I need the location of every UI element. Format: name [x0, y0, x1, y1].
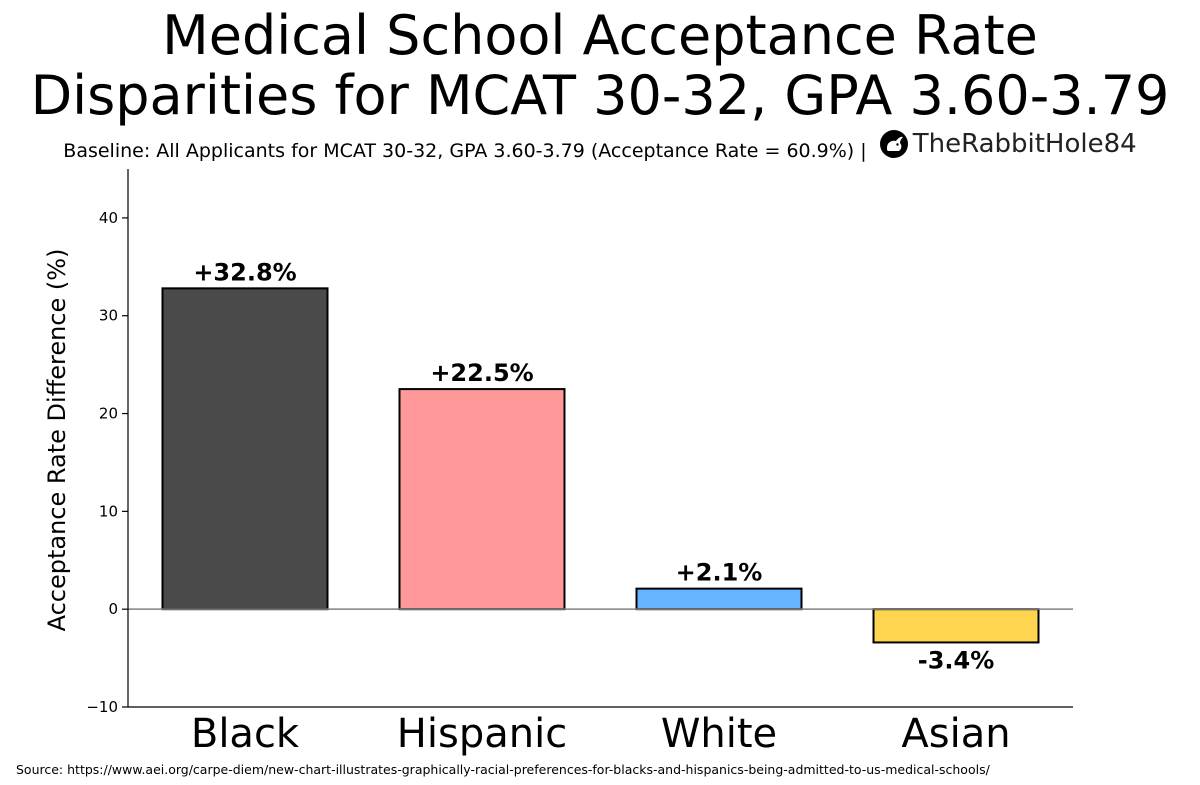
y-tick-label: 20	[99, 405, 118, 423]
bar-white	[635, 587, 803, 611]
x-tick-label: Hispanic	[397, 711, 567, 757]
brand-name: TheRabbitHole84	[912, 129, 1137, 159]
chart-title-line-2: Disparities for MCAT 30-32, GPA 3.60-3.7…	[30, 64, 1170, 127]
y-tick-label: 0	[108, 600, 118, 618]
baseline-text: Baseline: All Applicants for MCAT 30-32,…	[63, 140, 867, 162]
data-label: -3.4%	[918, 646, 995, 674]
bar-black	[161, 287, 329, 611]
data-label: +22.5%	[430, 359, 533, 387]
brand: TheRabbitHole84	[873, 129, 1137, 159]
y-axis-label: Acceptance Rate Difference (%)	[43, 249, 71, 632]
y-tick-label: 10	[99, 502, 118, 520]
x-tick-label: Asian	[901, 711, 1010, 757]
source-citation: Source: https://www.aei.org/carpe-diem/n…	[16, 762, 990, 777]
y-tick-label: 30	[99, 307, 118, 325]
y-tick-label: 40	[99, 209, 118, 227]
rabbit-logo-icon	[879, 130, 908, 158]
data-label: +2.1%	[676, 559, 763, 587]
bar-asian	[872, 608, 1040, 644]
x-tick-label: Black	[191, 711, 300, 757]
chart-subtitle: Baseline: All Applicants for MCAT 30-32,…	[0, 129, 1200, 164]
data-label: +32.8%	[193, 258, 296, 286]
chart-title: Medical School Acceptance Rate Dispariti…	[0, 6, 1200, 126]
x-tick-label: White	[661, 711, 777, 757]
y-tick-label: −10	[86, 698, 118, 716]
chart-title-line-1: Medical School Acceptance Rate	[162, 4, 1038, 67]
bar-hispanic	[398, 388, 566, 611]
